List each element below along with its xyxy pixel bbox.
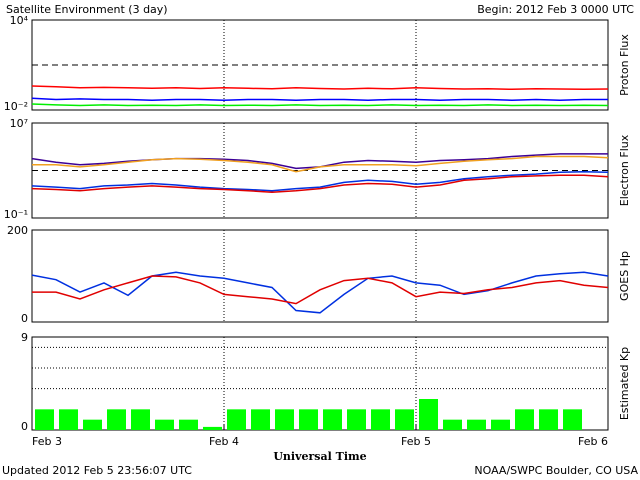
begin-label: Begin: 2012 Feb 3 0000 UTC <box>477 3 634 16</box>
bar <box>203 426 222 430</box>
bar <box>251 409 270 430</box>
bar <box>299 409 318 430</box>
series-line <box>31 271 609 314</box>
x-tick-label: Feb 6 <box>578 435 608 448</box>
bar <box>275 409 294 430</box>
x-tick-label: Feb 3 <box>32 435 62 448</box>
bar <box>59 409 78 430</box>
panel-frame <box>31 336 609 431</box>
bar <box>323 409 342 430</box>
bar <box>419 399 438 430</box>
bar <box>155 419 174 430</box>
y-tick-label: 9 <box>21 331 28 344</box>
x-axis-label: Universal Time <box>273 450 366 463</box>
series-line <box>31 97 608 101</box>
x-tick-label: Feb 4 <box>209 435 239 448</box>
y-axis-label: Electron Flux <box>618 134 631 206</box>
bar <box>491 419 510 430</box>
y-tick-label: 200 <box>7 224 28 237</box>
bar <box>83 419 102 430</box>
bar <box>227 409 246 430</box>
bar <box>179 419 198 430</box>
x-tick-label: Feb 5 <box>401 435 431 448</box>
bar <box>371 409 390 430</box>
series-line <box>32 155 609 173</box>
y-tick-label: 10⁻¹ <box>4 208 28 221</box>
bar <box>467 419 486 430</box>
series-line <box>31 170 609 192</box>
bar <box>563 409 582 430</box>
y-axis-label: Proton Flux <box>618 34 631 96</box>
bar <box>131 409 150 430</box>
y-tick-label: 10⁻² <box>4 100 28 113</box>
y-tick-label: 0 <box>21 420 28 433</box>
series-line <box>31 103 609 107</box>
y-axis-label: Estimated Kp <box>618 347 631 420</box>
series-line <box>31 85 609 91</box>
bar <box>347 409 366 430</box>
chart-title: Satellite Environment (3 day) <box>6 3 168 16</box>
bar <box>35 409 54 430</box>
bar <box>515 409 534 430</box>
y-tick-label: 10⁴ <box>10 14 29 27</box>
bar <box>443 419 462 430</box>
bar <box>539 409 558 430</box>
series-line <box>32 275 609 305</box>
y-axis-label: GOES Hp <box>618 251 631 301</box>
bar <box>107 409 126 430</box>
bar <box>395 409 414 430</box>
updated-label: Updated 2012 Feb 5 23:56:07 UTC <box>2 464 192 477</box>
series-line <box>31 174 609 193</box>
y-tick-label: 10⁷ <box>10 117 28 130</box>
y-tick-label: 0 <box>21 312 28 325</box>
source-label: NOAA/SWPC Boulder, CO USA <box>474 464 638 477</box>
